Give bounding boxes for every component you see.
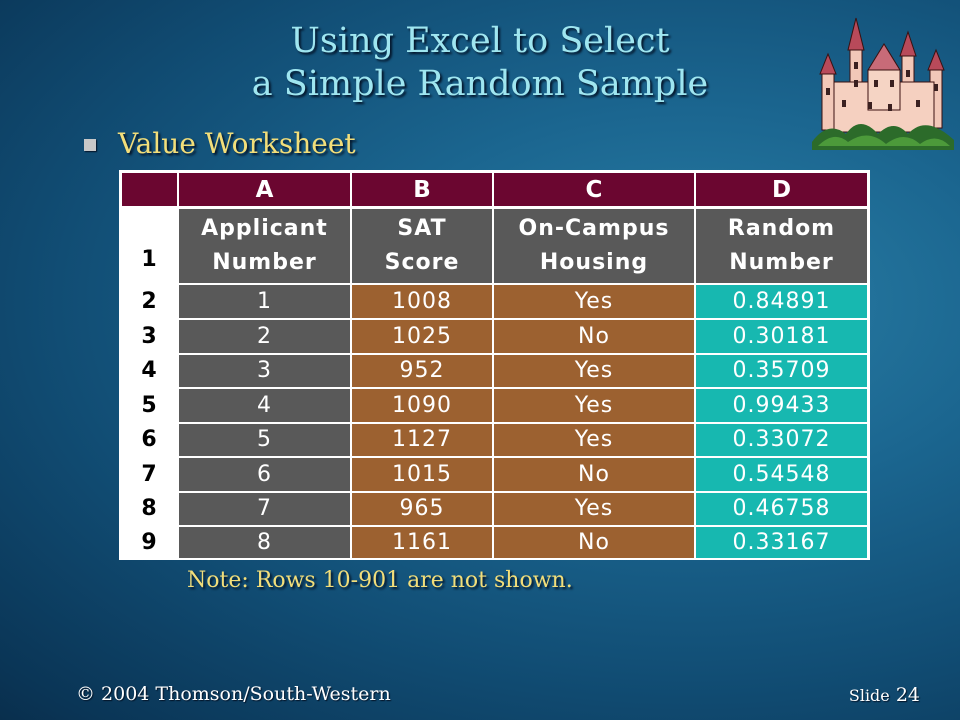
slide-number: Slide 24 (849, 684, 920, 706)
title-line-2: a Simple Random Sample (251, 64, 709, 104)
table-cell[interactable]: 0.30181 (696, 320, 867, 353)
worksheet-table: A B C D 1 Applicant Number SAT Score On-Campus Hou… (119, 170, 870, 560)
row-header[interactable]: 3 (122, 320, 177, 353)
table-cell[interactable]: 0.35709 (696, 355, 867, 387)
table-cell[interactable]: 2 (179, 320, 350, 353)
row-header[interactable]: 6 (122, 424, 177, 456)
row-header[interactable]: 2 (122, 285, 177, 318)
table-cell[interactable]: Yes (494, 355, 694, 387)
row-header[interactable]: 9 (122, 527, 177, 558)
field-header-line: On-Campus (518, 216, 670, 241)
castle-icon (812, 17, 954, 150)
column-header-1[interactable]: B (352, 173, 492, 206)
slide-number-value: 24 (895, 684, 920, 706)
column-header-2[interactable]: C (494, 173, 694, 206)
table-cell[interactable]: 3 (179, 355, 350, 387)
copyright-text: © 2004 Thomson/South-Western (76, 683, 391, 705)
field-header-line: Number (729, 250, 834, 275)
row-header[interactable]: 5 (122, 389, 177, 422)
table-cell[interactable]: 952 (352, 355, 492, 387)
table-cell[interactable]: 1025 (352, 320, 492, 353)
field-header-line: Random (727, 216, 836, 241)
note-text: Note: Rows 10-901 are not shown. (187, 568, 573, 593)
slide-title: Using Excel to Select a Simple Random Sa… (170, 20, 790, 106)
bullet-item: Value Worksheet (84, 127, 356, 160)
row-header-1[interactable]: 1 (122, 209, 177, 283)
field-header-cell[interactable]: On-Campus Housing (494, 209, 694, 283)
table-cell[interactable]: 0.99433 (696, 389, 867, 422)
square-bullet-icon (84, 138, 96, 151)
table-cell[interactable]: 965 (352, 493, 492, 525)
table-cell[interactable]: No (494, 527, 694, 558)
table-cell[interactable]: 6 (179, 458, 350, 491)
field-header-cell[interactable]: Random Number (696, 209, 867, 283)
field-header-cell[interactable]: SAT Score (352, 209, 492, 283)
field-header-line: Applicant (201, 216, 328, 241)
title-line-1: Using Excel to Select (290, 21, 670, 61)
table-cell[interactable]: Yes (494, 493, 694, 525)
table-cell[interactable]: 1 (179, 285, 350, 318)
field-header-cell[interactable]: Applicant Number (179, 209, 350, 283)
table-cell[interactable]: 5 (179, 424, 350, 456)
table-cell[interactable]: 1008 (352, 285, 492, 318)
table-cell[interactable]: 0.46758 (696, 493, 867, 525)
table-cell[interactable]: 0.54548 (696, 458, 867, 491)
row-header[interactable]: 8 (122, 493, 177, 525)
slide-label: Slide (848, 686, 890, 705)
table-cell[interactable]: 1015 (352, 458, 492, 491)
table-cell[interactable]: Yes (494, 424, 694, 456)
table-cell[interactable]: 1161 (352, 527, 492, 558)
column-header-3[interactable]: D (696, 173, 867, 206)
table-cell[interactable]: 0.33167 (696, 527, 867, 558)
table-cell[interactable]: 4 (179, 389, 350, 422)
row-header[interactable]: 7 (122, 458, 177, 491)
table-cell[interactable]: No (494, 458, 694, 491)
field-header-line: Housing (539, 250, 649, 275)
table-cell[interactable]: 8 (179, 527, 350, 558)
table-cell[interactable]: Yes (494, 285, 694, 318)
field-header-line: SAT (397, 216, 447, 241)
table-cell[interactable]: 7 (179, 493, 350, 525)
bullet-text: Value Worksheet (118, 127, 356, 160)
row-header[interactable]: 4 (122, 355, 177, 387)
select-all-corner[interactable] (122, 173, 177, 206)
field-header-line: Number (212, 250, 317, 275)
field-header-line: Score (384, 250, 460, 275)
table-cell[interactable]: 1090 (352, 389, 492, 422)
column-header-0[interactable]: A (179, 173, 350, 206)
table-cell[interactable]: Yes (494, 389, 694, 422)
table-cell[interactable]: 1127 (352, 424, 492, 456)
table-cell[interactable]: 0.84891 (696, 285, 867, 318)
table-cell[interactable]: No (494, 320, 694, 353)
table-cell[interactable]: 0.33072 (696, 424, 867, 456)
